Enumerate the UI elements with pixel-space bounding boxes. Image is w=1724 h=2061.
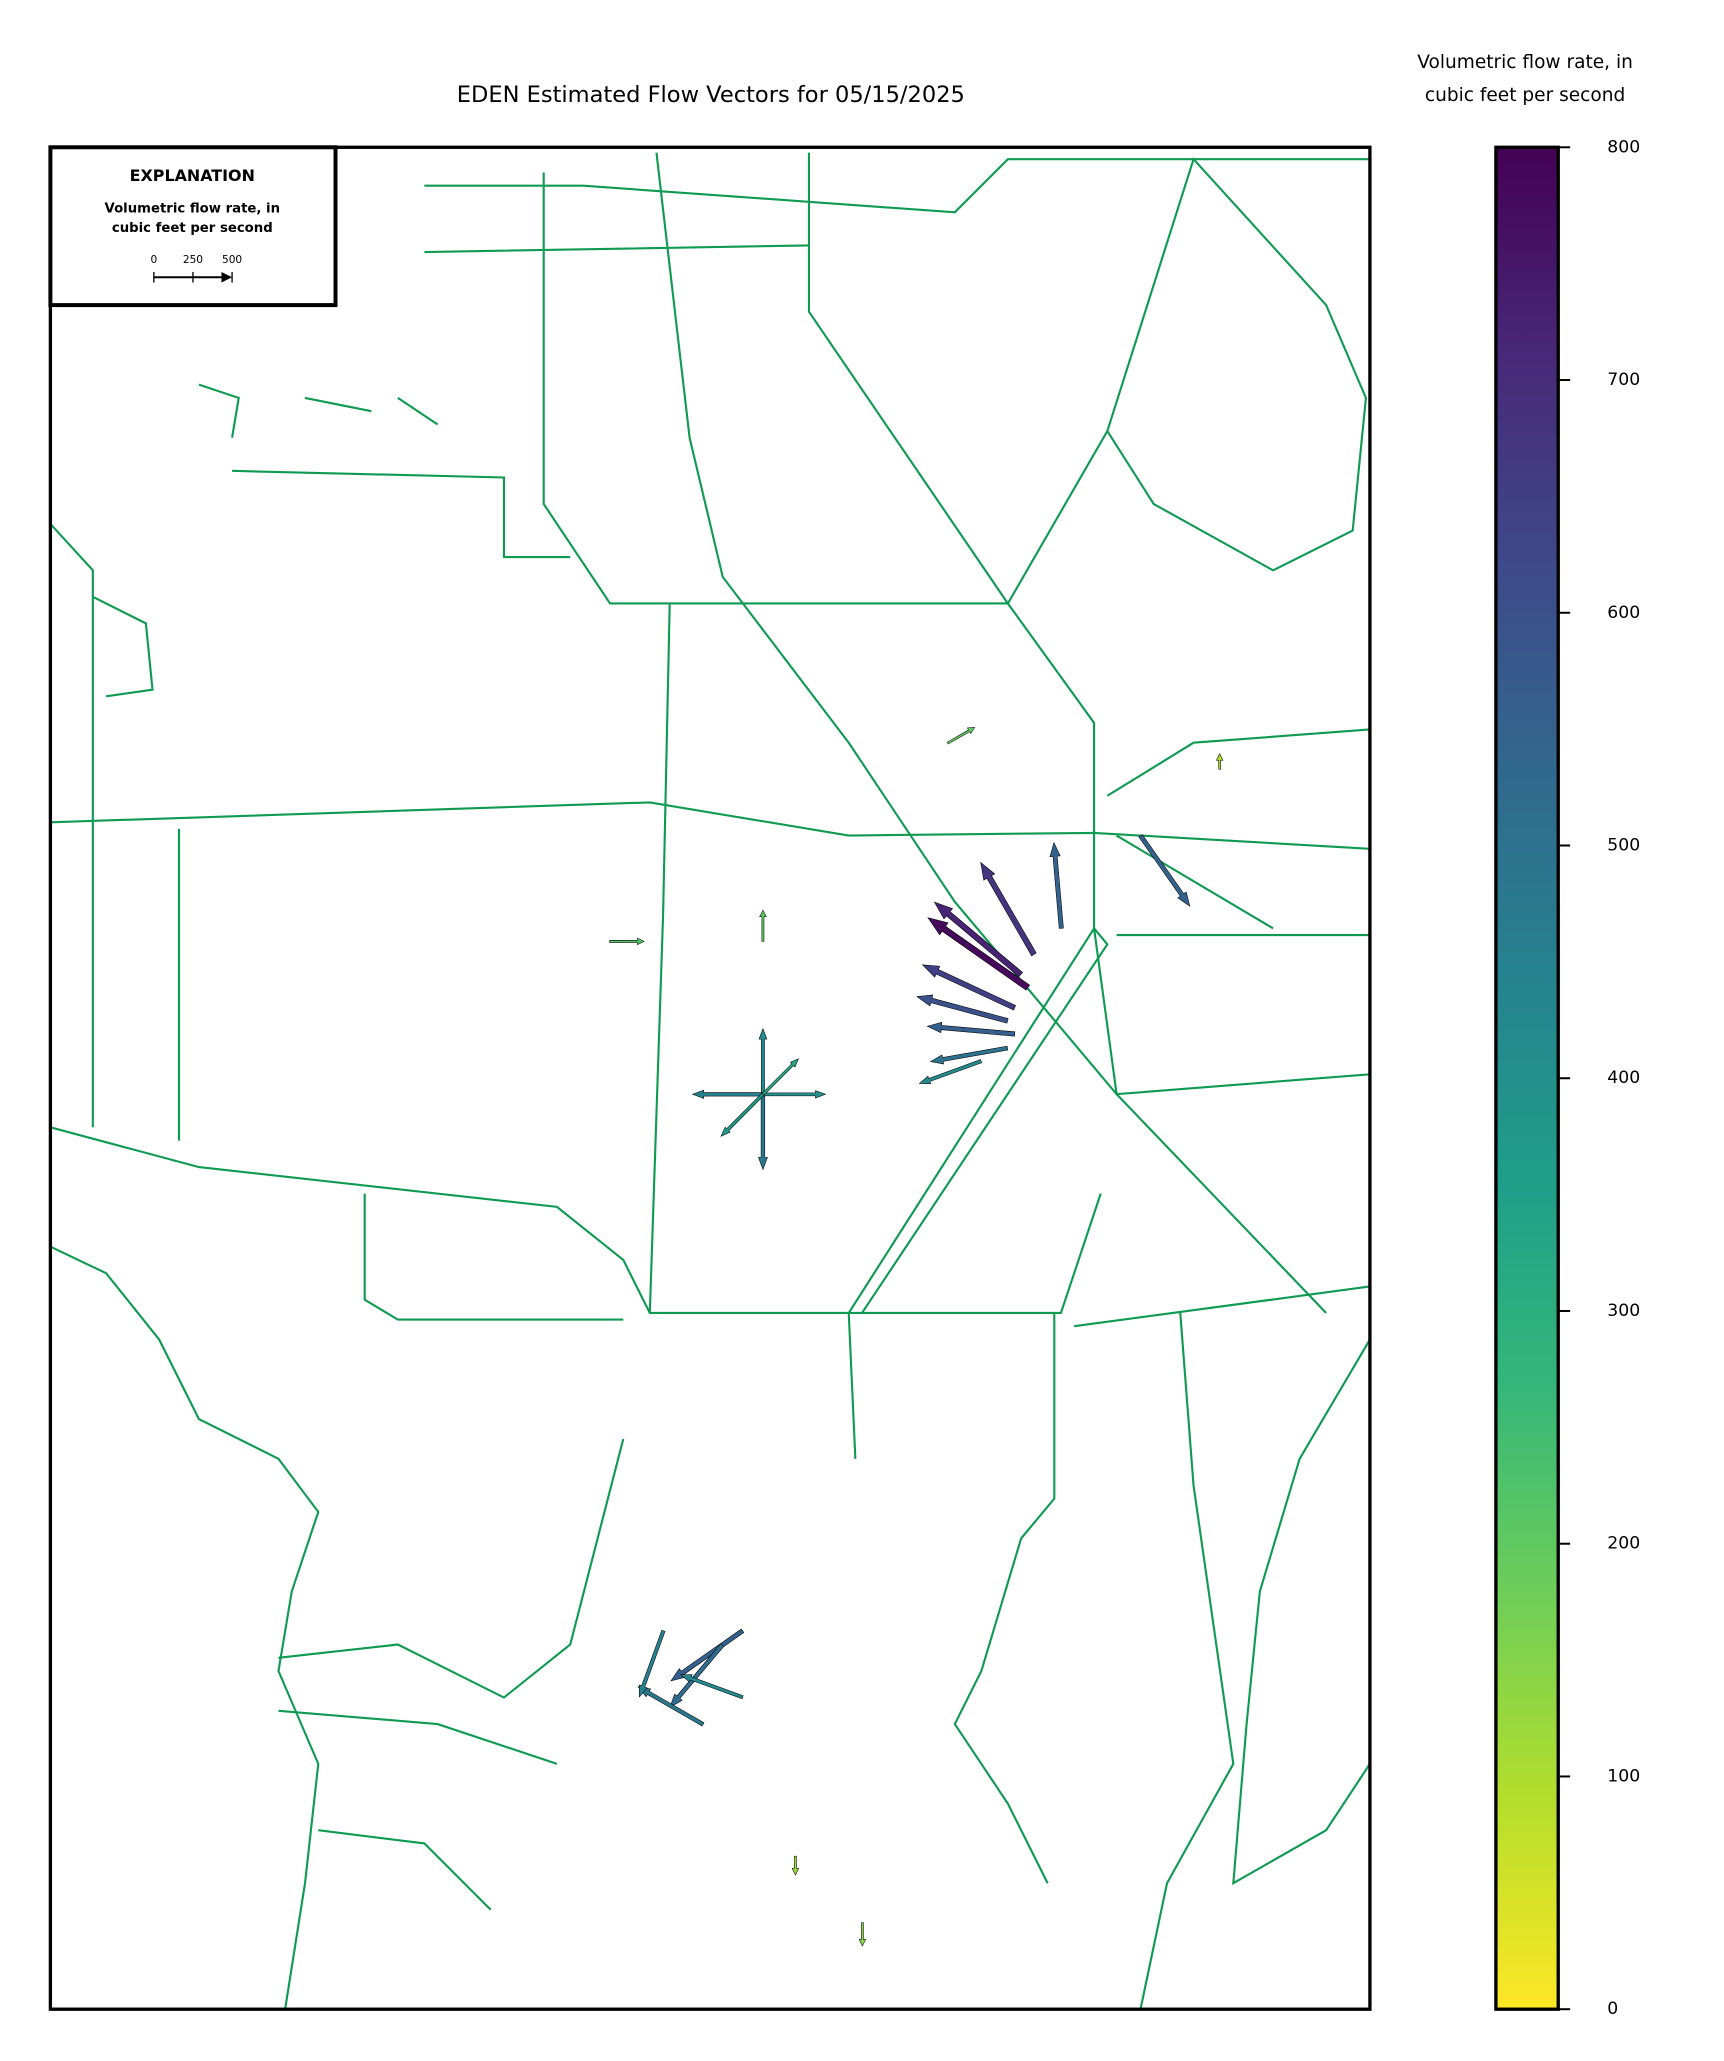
flow-vector [758, 1094, 768, 1171]
canal [424, 158, 1370, 214]
canal [655, 152, 1327, 1314]
canal [50, 469, 571, 1141]
flow-vector [926, 1021, 1016, 1037]
coastline [50, 1245, 320, 2010]
flow-vector [1215, 753, 1224, 770]
flow-vector [927, 917, 1030, 991]
colorbar-tick-label: 700 [1607, 370, 1640, 390]
canal [363, 1193, 624, 1321]
flow-vector [921, 964, 1017, 1011]
flow-vector [933, 901, 1023, 978]
colorbar-label: cubic feet per second [1425, 85, 1625, 106]
flow-vector [946, 727, 976, 745]
key-scale: 0 250 500 [150, 254, 242, 283]
canal [847, 1312, 1056, 1884]
flow-vector [1049, 841, 1064, 929]
chart-title: EDEN Estimated Flow Vectors for 05/15/20… [457, 82, 965, 108]
canal [1106, 728, 1370, 937]
canal [424, 172, 809, 605]
canal [50, 801, 1370, 850]
flow-vector [1138, 834, 1191, 907]
canal [1232, 1338, 1370, 1886]
coastline [92, 383, 439, 698]
key-arrow-head [221, 271, 233, 283]
canal [669, 602, 1370, 1096]
map-frame [48, 145, 1372, 2011]
flow-vector [609, 937, 645, 946]
key-tick-label: 500 [222, 254, 242, 266]
basemap [50, 152, 1370, 2010]
colorbar-ticks: 0 100 200 300 400 500 600 700 800 [1558, 137, 1640, 2019]
flow-vector [669, 1643, 725, 1708]
flow-vector [670, 1628, 745, 1682]
flow-vector [758, 1027, 768, 1095]
flow-vector [720, 1092, 765, 1137]
canal [648, 603, 671, 1314]
flow-vector [761, 1058, 799, 1096]
colorbar-tick-label: 800 [1607, 137, 1640, 157]
flow-vector [916, 994, 1009, 1024]
flow-vector [762, 1090, 827, 1099]
canal [1074, 1285, 1370, 2010]
flow-vector [637, 1686, 705, 1727]
colorbar-tick-label: 600 [1607, 603, 1640, 623]
explanation-label: Volumetric flow rate, in [105, 201, 280, 216]
colorbar-tick-label: 0 [1607, 1999, 1618, 2019]
flow-vector [691, 1089, 764, 1099]
canal [807, 152, 1368, 606]
colorbar [1494, 145, 1560, 2011]
colorbar-tick-label: 500 [1607, 836, 1640, 856]
flow-vector [980, 861, 1037, 957]
key-tick-label: 0 [150, 254, 157, 266]
flow-vector [918, 1059, 983, 1084]
flow-vector [791, 1855, 800, 1876]
explanation-title: EXPLANATION [130, 166, 255, 185]
flow-vector [759, 909, 767, 942]
key-tick-label: 250 [183, 254, 203, 266]
flow-vector [638, 1629, 666, 1698]
colorbar-tick-label: 100 [1607, 1766, 1640, 1786]
canal [50, 1126, 1102, 1315]
coastline [278, 1438, 625, 1911]
explanation-label: cubic feet per second [112, 221, 273, 236]
colorbar-tick-label: 200 [1607, 1534, 1640, 1554]
colorbar-label: Volumetric flow rate, in [1417, 52, 1633, 73]
flow-vector [929, 1045, 1009, 1065]
explanation-box: EXPLANATION Volumetric flow rate, in cub… [48, 145, 338, 308]
flow-vector [680, 1674, 744, 1700]
vector-layer [609, 727, 1224, 1947]
colorbar-tick-label: 400 [1607, 1068, 1640, 1088]
canal [847, 926, 1109, 1314]
flow-vector [858, 1922, 867, 1947]
colorbar-tick-label: 300 [1607, 1301, 1640, 1321]
